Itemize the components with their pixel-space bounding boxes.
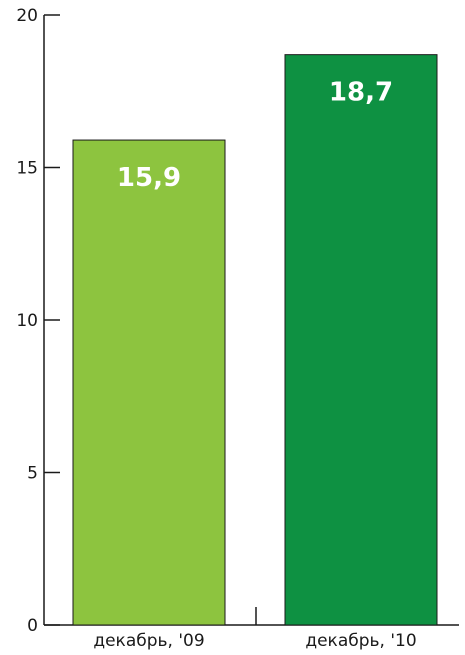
bar bbox=[284, 54, 438, 626]
y-ticks: 0 5 10 15 20 bbox=[16, 6, 60, 636]
bar bbox=[72, 139, 226, 626]
data-labels: 15,9 18,7 bbox=[117, 78, 393, 193]
x-labels: декабрь, '09 декабрь, '10 bbox=[93, 631, 416, 651]
bar-value-label: 15,9 bbox=[117, 163, 181, 193]
bars bbox=[72, 54, 438, 626]
y-tick-label: 5 bbox=[27, 464, 38, 484]
y-tick-label: 15 bbox=[16, 159, 38, 179]
x-category-label: декабрь, '09 bbox=[93, 631, 204, 651]
bar-value-label: 18,7 bbox=[329, 78, 393, 108]
y-axis: 0 5 10 15 20 bbox=[16, 6, 60, 636]
x-category-label: декабрь, '10 bbox=[305, 631, 416, 651]
y-tick-label: 10 bbox=[16, 311, 38, 331]
y-tick-label: 20 bbox=[16, 6, 38, 26]
y-tick-label: 0 bbox=[27, 616, 38, 636]
